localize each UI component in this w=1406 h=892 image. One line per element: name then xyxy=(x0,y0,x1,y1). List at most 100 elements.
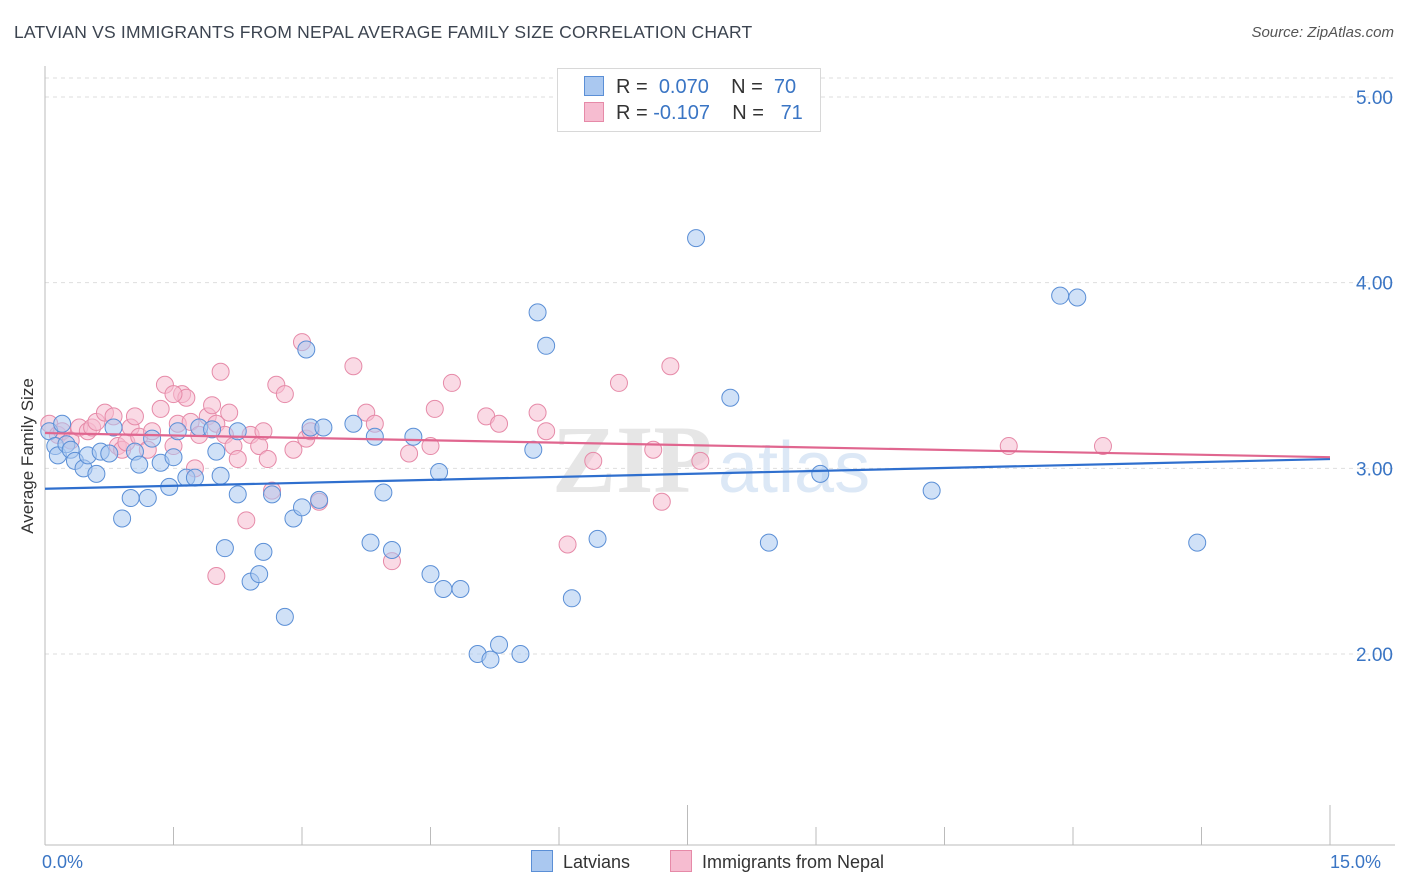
nepal-point xyxy=(1093,437,1112,456)
latvians-point xyxy=(228,485,247,504)
latvians-point xyxy=(203,420,222,439)
latvians-point xyxy=(87,464,106,483)
nepal-point xyxy=(558,535,577,554)
legend-row-nepal: R = -0.107 N = 71 xyxy=(584,102,803,126)
latvians-point xyxy=(434,580,453,599)
latvians-point xyxy=(314,418,333,437)
latvians-point xyxy=(293,498,311,517)
latvians-point xyxy=(344,414,363,433)
x-max-label: 15.0% xyxy=(1330,852,1382,872)
latvians-point xyxy=(588,529,607,548)
latvians-point xyxy=(130,455,149,474)
latvians-point xyxy=(297,340,316,359)
latvians-point xyxy=(228,422,247,441)
latvians-point xyxy=(104,418,123,437)
nepal-point xyxy=(203,396,222,415)
latvians-point xyxy=(537,336,556,355)
latvians-point xyxy=(263,485,282,504)
nepal-point xyxy=(421,437,440,456)
nepal-point xyxy=(254,422,273,441)
n-label: N = xyxy=(731,76,763,98)
watermark-zip: ZIP xyxy=(552,406,712,513)
latvians-point xyxy=(207,442,226,461)
nepal-swatch xyxy=(584,102,604,122)
y-tick-labels: 2.00 3.00 4.00 5.00 xyxy=(1356,88,1393,666)
source-label: Source: ZipAtlas.com xyxy=(1251,24,1394,41)
nepal-point xyxy=(400,444,419,463)
legend-latvians[interactable]: Latvians xyxy=(531,850,630,873)
y-axis-label: Average Family Size xyxy=(18,378,37,534)
nepal-point xyxy=(537,422,556,441)
y-tick-label: 3.00 xyxy=(1356,459,1393,480)
latvians-point xyxy=(721,388,740,407)
nepal-point xyxy=(490,414,509,433)
latvians-point xyxy=(113,509,132,528)
r-value: 0.070 xyxy=(658,76,709,98)
y-tick-label: 5.00 xyxy=(1356,88,1393,109)
nepal-point xyxy=(425,399,444,418)
latvians-point xyxy=(361,533,380,552)
latvians-point xyxy=(451,580,470,599)
nepal-point xyxy=(442,373,461,392)
series-latvians-points xyxy=(40,229,1207,669)
legend-nepal[interactable]: Immigrants from Nepal xyxy=(670,850,884,873)
latvians-point xyxy=(562,589,581,608)
grid-lines xyxy=(45,77,1395,655)
y-tick-label: 4.00 xyxy=(1356,274,1393,295)
watermark-atlas: atlas xyxy=(718,428,870,508)
latvians-point xyxy=(211,466,230,485)
latvians-point xyxy=(164,448,183,467)
nepal-point xyxy=(344,357,363,376)
latvians-point xyxy=(275,607,294,626)
r-label: R = xyxy=(616,76,648,98)
latvians-point xyxy=(524,440,543,459)
latvians-point xyxy=(759,533,778,552)
latvians-point xyxy=(185,468,204,487)
latvians-point xyxy=(511,645,530,663)
nepal-point xyxy=(258,450,277,469)
nepal-point xyxy=(151,399,170,418)
trend-lines xyxy=(44,431,1331,490)
r-value: -0.107 xyxy=(653,102,710,124)
latvians-point xyxy=(250,565,269,584)
latvians-point xyxy=(138,489,157,508)
x-min-label: 0.0% xyxy=(42,852,84,872)
latvians-point xyxy=(1188,533,1207,552)
nepal-point xyxy=(125,407,144,426)
nepal-point xyxy=(228,450,247,469)
latvians-point xyxy=(215,539,234,558)
stats-legend: R = 0.070 N = 70 R = -0.107 N = 71 xyxy=(557,68,821,132)
nepal-point xyxy=(164,385,183,404)
latvians-point xyxy=(421,565,440,584)
latvians-point xyxy=(310,490,329,509)
latvians-point xyxy=(922,481,941,500)
nepal-point xyxy=(284,440,303,459)
nepal-point xyxy=(652,492,671,511)
latvians-point xyxy=(687,229,706,248)
latvians-point xyxy=(481,650,500,669)
nepal-point xyxy=(528,403,547,422)
nepal-trend-line xyxy=(44,431,1331,459)
legend-nepal-label: Immigrants from Nepal xyxy=(702,852,885,872)
nepal-point xyxy=(661,357,680,376)
nepal-point xyxy=(609,373,628,392)
latvians-point xyxy=(490,635,509,654)
n-value: 71 xyxy=(780,102,803,124)
latvians-point xyxy=(143,429,162,448)
nepal-point xyxy=(211,362,230,381)
latvians-swatch xyxy=(531,850,553,872)
nepal-point xyxy=(275,385,294,404)
latvians-point xyxy=(100,444,119,463)
latvians-point xyxy=(1051,286,1070,305)
legend-latvians-label: Latvians xyxy=(563,852,631,872)
latvians-swatch xyxy=(584,76,604,96)
latvians-point xyxy=(382,541,401,560)
latvians-point xyxy=(121,489,140,508)
nepal-swatch xyxy=(670,850,692,872)
n-label: N = xyxy=(732,102,764,124)
n-value: 70 xyxy=(773,76,797,98)
latvians-point xyxy=(254,542,273,561)
nepal-point xyxy=(207,567,226,586)
latvians-point xyxy=(365,427,384,446)
